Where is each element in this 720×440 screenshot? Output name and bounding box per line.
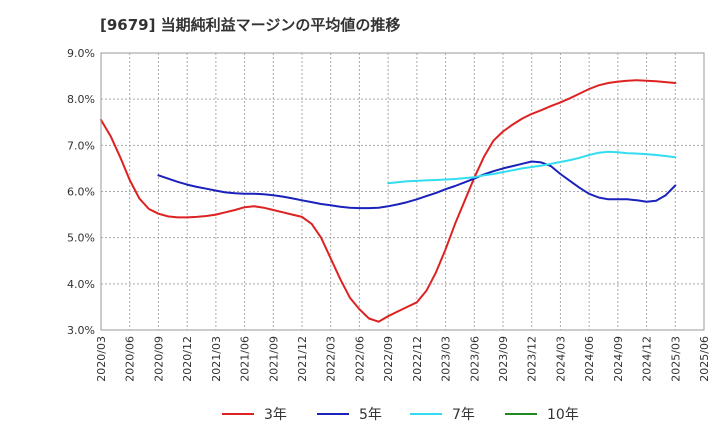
y-tick-label: 4.0% (67, 278, 95, 291)
grid (100, 52, 705, 331)
x-tick-label: 2022/03 (325, 336, 338, 382)
legend-label: 10年 (547, 407, 579, 423)
x-tick-label: 2021/03 (210, 336, 223, 382)
x-tick-label: 2020/03 (95, 336, 108, 382)
x-tick-label: 2022/09 (382, 336, 395, 382)
series-line-3 (387, 150, 677, 185)
x-tick-label: 2022/06 (353, 336, 366, 382)
series-layer (100, 79, 677, 323)
x-tick-label: 2024/09 (612, 336, 625, 382)
x-tick-label: 2024/12 (641, 336, 654, 382)
legend-label: 3年 (264, 407, 287, 423)
series-line-1 (100, 79, 677, 323)
x-tick-label: 2020/09 (152, 336, 165, 382)
legend-label: 7年 (452, 407, 475, 423)
plot-frame (100, 52, 705, 331)
y-axis-ticks: 3.0% 4.0% 5.0% 6.0% 7.0% 8.0% 9.0% (67, 47, 95, 337)
legend-label: 5年 (359, 407, 382, 423)
x-tick-label: 2023/06 (468, 336, 481, 382)
series-line-2 (157, 160, 677, 210)
x-tick-label: 2025/06 (698, 336, 711, 382)
x-tick-label: 2021/12 (296, 336, 309, 382)
x-tick-label: 2021/09 (267, 336, 280, 382)
y-tick-label: 9.0% (67, 47, 95, 60)
x-axis-ticks: 2020/03 2020/06 2020/09 2020/12 2021/03 2021/… (95, 336, 711, 382)
x-tick-label: 2023/03 (440, 336, 453, 382)
y-tick-label: 3.0% (67, 324, 95, 337)
y-tick-label: 5.0% (67, 232, 95, 245)
x-tick-label: 2024/06 (583, 336, 596, 382)
chart-title: [9679] 当期純利益マージンの平均値の推移 (100, 16, 401, 34)
x-tick-label: 2024/03 (554, 336, 567, 382)
y-tick-label: 8.0% (67, 93, 95, 106)
x-tick-label: 2021/06 (239, 336, 252, 382)
x-tick-label: 2025/03 (669, 336, 682, 382)
legend: 3年 5年 7年 10年 (222, 407, 579, 423)
y-tick-label: 7.0% (67, 139, 95, 152)
x-tick-label: 2023/12 (526, 336, 539, 382)
x-tick-label: 2023/09 (497, 336, 510, 382)
y-tick-label: 6.0% (67, 186, 95, 199)
x-tick-label: 2022/12 (411, 336, 424, 382)
x-tick-label: 2020/12 (181, 336, 194, 382)
x-tick-label: 2020/06 (124, 336, 137, 382)
